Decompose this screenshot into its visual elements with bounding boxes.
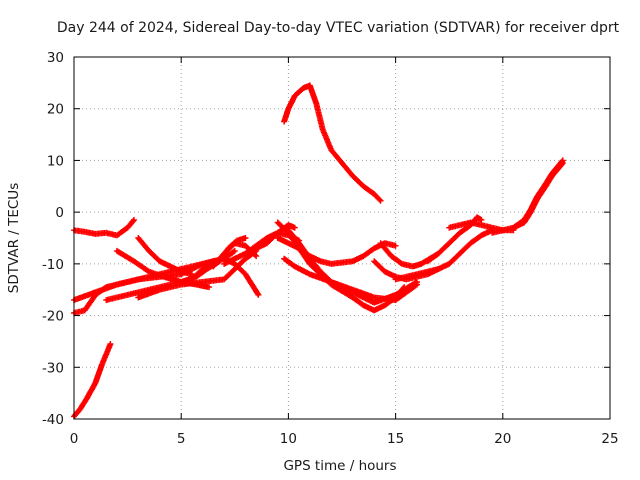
chart-title: Day 244 of 2024, Sidereal Day-to-day VTE…	[57, 20, 620, 36]
x-tick-label: 25	[601, 431, 618, 447]
x-tick-label: 10	[280, 431, 297, 447]
x-tick-label: 0	[70, 431, 79, 447]
plot-frame	[73, 56, 611, 420]
x-tick-label: 20	[494, 431, 511, 447]
x-tick-label: 15	[387, 431, 404, 447]
data-point-markers	[489, 157, 566, 236]
y-axis-label: SDTVAR / TECUs	[6, 183, 22, 293]
data-point-markers	[281, 255, 420, 304]
series-arc-2	[71, 341, 114, 420]
grid	[74, 57, 610, 419]
series-arc-7	[135, 235, 195, 278]
data-point-markers	[135, 235, 195, 278]
y-tick-label: 30	[47, 50, 64, 66]
y-tick-label: 10	[47, 153, 64, 169]
ticks	[73, 56, 611, 420]
y-tick-label: 20	[47, 102, 64, 118]
data-point-markers	[71, 341, 114, 420]
series-arc-24	[510, 160, 566, 231]
series-arc-23	[489, 157, 566, 236]
data-point-markers	[392, 227, 496, 283]
series-arc-20	[392, 227, 496, 283]
tick-labels: 0 5 10 15 20 25 30 20 10 0 -10 -20 -30 -40	[42, 50, 619, 447]
series-layer	[71, 82, 566, 420]
y-tick-label: -20	[42, 309, 64, 325]
y-tick-label: 0	[55, 205, 64, 221]
y-tick-label: -40	[42, 412, 64, 428]
data-point-markers	[71, 216, 137, 239]
series-arc-17	[281, 82, 384, 204]
series-arc-1	[71, 216, 137, 239]
y-tick-label: -30	[42, 360, 64, 376]
x-tick-label: 5	[177, 431, 186, 447]
data-point-markers	[510, 160, 566, 231]
y-tick-label: -10	[42, 257, 64, 273]
data-point-markers	[281, 82, 384, 204]
x-axis-label: GPS time / hours	[283, 458, 396, 474]
series-arc-16	[281, 255, 420, 304]
